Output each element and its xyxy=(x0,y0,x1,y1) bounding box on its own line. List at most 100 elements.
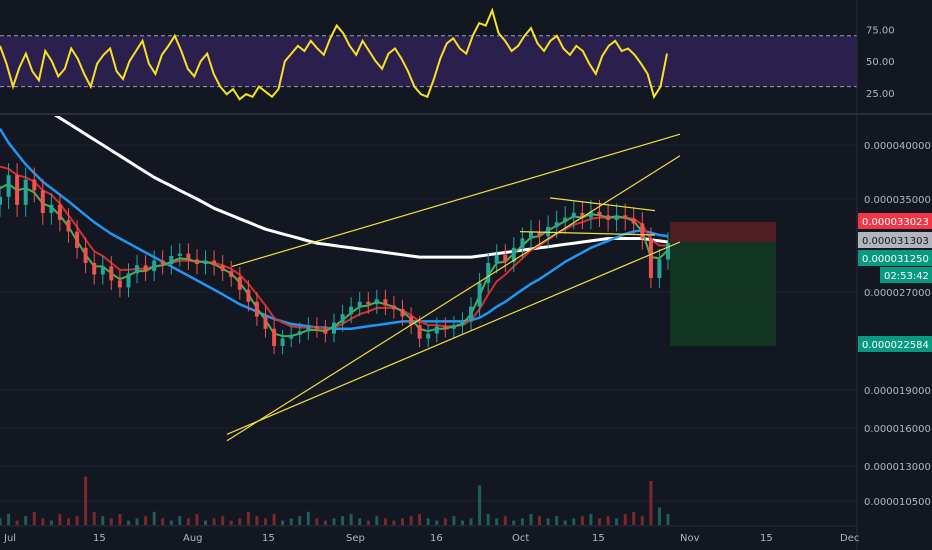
candle-body xyxy=(554,222,559,227)
candle-body xyxy=(631,218,636,224)
candle-body xyxy=(597,211,602,216)
volume-bar xyxy=(657,507,661,525)
volume-bar xyxy=(366,520,370,525)
volume-bar xyxy=(443,518,447,525)
volume-bar xyxy=(315,518,319,525)
candle-body xyxy=(332,322,336,334)
volume-bar xyxy=(529,514,533,525)
volume-bar xyxy=(186,518,190,525)
candle-body xyxy=(220,265,225,272)
volume-bar xyxy=(75,516,79,525)
candle-body xyxy=(186,253,191,260)
volume-bar xyxy=(221,516,225,525)
candle-body xyxy=(92,262,97,275)
candle-body xyxy=(237,276,242,290)
candle-body xyxy=(529,231,533,239)
volume-bar xyxy=(555,516,559,525)
candle-body xyxy=(203,260,208,265)
channel-upper-line xyxy=(226,155,681,442)
rsi-line xyxy=(0,7,668,101)
candle-body xyxy=(340,314,345,323)
candle-body xyxy=(177,253,182,256)
price-tick-label: 0.000019000 xyxy=(864,386,931,397)
volume-bar xyxy=(178,516,182,525)
price-tag-label: 0.000022584 xyxy=(862,340,929,351)
volume-bar xyxy=(92,511,96,525)
ma-200-line xyxy=(53,116,669,259)
candle-body xyxy=(32,179,37,191)
candle-body xyxy=(391,305,396,310)
volume-bar xyxy=(212,518,216,525)
candle-body xyxy=(314,326,319,329)
candle-body xyxy=(152,260,157,272)
price-tick-label: 0.000040000 xyxy=(864,141,931,152)
volume-bar xyxy=(255,516,259,525)
volume-bar xyxy=(666,514,670,525)
volume-bar xyxy=(204,520,207,525)
volume-bar xyxy=(32,511,36,525)
candle-body xyxy=(254,301,259,317)
ema-mid-line xyxy=(0,165,668,330)
channel-lower-line xyxy=(226,241,681,435)
volume-bar xyxy=(49,520,53,525)
volume-bar xyxy=(383,518,387,525)
candle-body xyxy=(357,301,362,307)
volume-bar xyxy=(289,518,293,525)
volume-bar xyxy=(306,511,310,525)
rsi-tick-label: 75.00 xyxy=(866,25,895,36)
candle-body xyxy=(469,306,473,322)
price-tag xyxy=(858,250,932,266)
time-tick-label: Aug xyxy=(183,533,203,544)
price-tag xyxy=(858,336,932,352)
candle-body xyxy=(563,217,568,223)
triangle-top-line xyxy=(549,197,656,212)
candle-body xyxy=(580,212,585,218)
candle-body xyxy=(23,179,28,205)
volume-bar xyxy=(58,514,62,525)
time-tick-label: Jul xyxy=(3,533,16,544)
candle-body xyxy=(195,259,199,264)
price-tag-label: 0.000031250 xyxy=(862,254,929,265)
candle-body xyxy=(15,175,20,205)
time-tick-label: 16 xyxy=(430,533,443,544)
rsi-panel xyxy=(0,7,857,101)
volume-bar xyxy=(563,520,567,525)
volume-bar xyxy=(7,514,11,525)
candle-body xyxy=(349,306,354,315)
volume-bar xyxy=(246,511,250,525)
candle-body xyxy=(40,190,45,213)
candle-body xyxy=(246,289,251,302)
volume-bar xyxy=(426,518,430,525)
time-tick-label: 15 xyxy=(262,533,275,544)
volume-bar xyxy=(649,481,653,525)
candle-body xyxy=(306,326,311,332)
candle-body xyxy=(511,247,516,262)
volume-bar xyxy=(461,520,464,525)
candle-body xyxy=(0,196,2,205)
time-tick-label: 15 xyxy=(760,533,773,544)
candle-body xyxy=(417,325,422,339)
price-tag-label: 0.000031303 xyxy=(862,236,929,247)
volume-bar xyxy=(478,485,482,525)
candle-body xyxy=(537,231,542,237)
volume-bar xyxy=(358,518,362,525)
candle-body xyxy=(640,223,645,239)
time-tick-label: 15 xyxy=(93,533,106,544)
candle-body xyxy=(614,215,619,220)
volume-bar xyxy=(418,514,422,525)
volume-bar xyxy=(349,514,353,525)
candle-body xyxy=(666,243,670,260)
candle-body xyxy=(460,321,465,326)
volume-bar xyxy=(538,516,541,525)
candle-body xyxy=(409,316,414,326)
candle-body xyxy=(606,215,611,220)
price-tag xyxy=(858,213,932,229)
candle-body xyxy=(289,334,294,339)
volume-bar xyxy=(135,518,139,525)
price-plot-area xyxy=(0,116,670,355)
candle-body xyxy=(160,260,165,265)
candle-body xyxy=(169,256,174,265)
volume-bar xyxy=(272,514,276,525)
